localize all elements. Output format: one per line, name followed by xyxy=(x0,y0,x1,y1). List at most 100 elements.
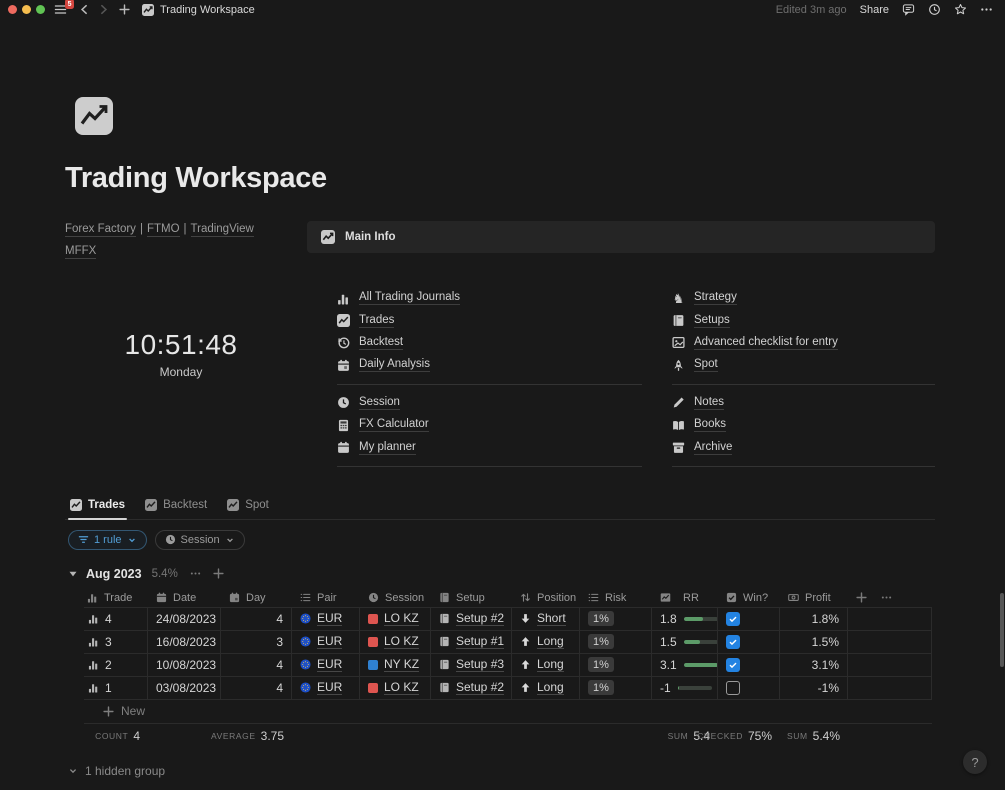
cell-session[interactable]: NY KZ xyxy=(360,653,431,676)
nav-link-notes[interactable]: Notes xyxy=(672,392,935,414)
cell-risk[interactable]: 1% xyxy=(580,607,652,630)
table-row[interactable]: 1 03/08/2023 4 EUR LO KZ Setup #2 Long 1… xyxy=(84,676,932,700)
add-row-button[interactable]: New xyxy=(84,700,932,724)
cell-day[interactable]: 4 xyxy=(221,653,292,676)
sidebar-toggle-button[interactable]: 5 xyxy=(54,0,74,16)
link-forex-factory[interactable]: Forex Factory xyxy=(65,223,136,237)
rule-filter-chip[interactable]: 1 rule xyxy=(68,529,147,550)
share-button[interactable]: Share xyxy=(859,3,889,16)
close-window-button[interactable] xyxy=(8,5,17,14)
cell-win[interactable] xyxy=(718,653,780,676)
page-icon[interactable] xyxy=(75,97,113,135)
cell-session[interactable]: LO KZ xyxy=(360,630,431,653)
table-row[interactable]: 2 10/08/2023 4 EUR NY KZ Setup #3 Long 1… xyxy=(84,653,932,677)
zoom-window-button[interactable] xyxy=(36,5,45,14)
cell-profit[interactable]: 3.1% xyxy=(780,653,848,676)
nav-link-setups[interactable]: Setups xyxy=(672,309,935,331)
tab-backtest[interactable]: Backtest xyxy=(145,498,207,519)
win-checkbox[interactable] xyxy=(726,611,740,626)
table-row[interactable]: 4 24/08/2023 4 EUR LO KZ Setup #2 Short … xyxy=(84,607,932,631)
back-button[interactable] xyxy=(79,4,90,15)
tab-trades[interactable]: Trades xyxy=(67,498,128,520)
session-filter-chip[interactable]: Session xyxy=(154,529,245,550)
tab-spot[interactable]: Spot xyxy=(227,498,269,519)
cell-day[interactable]: 4 xyxy=(221,607,292,630)
cell-date[interactable]: 16/08/2023 xyxy=(148,630,221,653)
column-header-profit[interactable]: Profit xyxy=(780,589,848,607)
group-options-button[interactable] xyxy=(190,568,201,579)
nav-link-backtest[interactable]: Backtest xyxy=(337,332,642,354)
nav-link-strategy[interactable]: ♞ Strategy xyxy=(672,290,737,306)
cell-rr[interactable]: -1 xyxy=(652,676,718,699)
cell-rr[interactable]: 3.1 xyxy=(652,653,718,676)
cell-position[interactable]: Short xyxy=(512,607,580,630)
nav-link-archive[interactable]: Archive xyxy=(672,436,935,458)
table-row[interactable]: 3 16/08/2023 3 EUR LO KZ Setup #1 Long 1… xyxy=(84,630,932,654)
cell-day[interactable]: 3 xyxy=(221,630,292,653)
link-tradingview[interactable]: TradingView xyxy=(190,223,254,237)
column-header-trade[interactable]: Trade xyxy=(84,589,148,607)
win-checkbox[interactable] xyxy=(726,680,740,695)
cell-pair[interactable]: EUR xyxy=(292,607,360,630)
column-header-session[interactable]: Session xyxy=(360,589,431,607)
win-checkbox[interactable] xyxy=(726,657,740,672)
nav-link-spot[interactable]: Spot xyxy=(672,354,935,376)
cell-position[interactable]: Long xyxy=(512,653,580,676)
more-options-button[interactable] xyxy=(980,3,993,16)
collapse-group-button[interactable] xyxy=(68,569,78,579)
column-header-win[interactable]: Win? xyxy=(718,589,780,607)
cell-setup[interactable]: Setup #2 xyxy=(431,676,512,699)
summary-count[interactable]: COUNT 4 xyxy=(95,728,140,743)
cell-win[interactable] xyxy=(718,607,780,630)
nav-link-fx-calculator[interactable]: FX Calculator xyxy=(337,414,642,436)
column-header-pair[interactable]: Pair xyxy=(292,589,360,607)
cell-risk[interactable]: 1% xyxy=(580,630,652,653)
cell-position[interactable]: Long xyxy=(512,676,580,699)
summary-average[interactable]: AVERAGE 3.75 xyxy=(210,728,284,743)
cell-date[interactable]: 10/08/2023 xyxy=(148,653,221,676)
cell-rr[interactable]: 1.8 xyxy=(652,607,718,630)
summary-rr-sum[interactable]: SUM 5.4 xyxy=(667,728,710,743)
cell-profit[interactable]: 1.5% xyxy=(780,630,848,653)
vertical-scrollbar-thumb[interactable] xyxy=(1000,593,1004,667)
nav-link-advanced-checklist[interactable]: Advanced checklist for entry xyxy=(672,332,935,354)
cell-trade[interactable]: 4 xyxy=(84,607,148,630)
column-header-date[interactable]: Date xyxy=(148,589,221,607)
cell-profit[interactable]: -1% xyxy=(780,676,848,699)
breadcrumb[interactable]: Trading Workspace xyxy=(142,3,255,16)
cell-rr[interactable]: 1.5 xyxy=(652,630,718,653)
forward-button[interactable] xyxy=(98,4,109,15)
cell-date[interactable]: 24/08/2023 xyxy=(148,607,221,630)
group-aggregate[interactable]: 5.4% xyxy=(151,567,178,580)
nav-link-my-planner[interactable]: My planner xyxy=(337,436,642,458)
cell-pair[interactable]: EUR xyxy=(292,676,360,699)
favorite-button[interactable] xyxy=(954,3,967,16)
comments-button[interactable] xyxy=(902,3,915,16)
cell-date[interactable]: 03/08/2023 xyxy=(148,676,221,699)
cell-session[interactable]: LO KZ xyxy=(360,676,431,699)
column-header-day[interactable]: Day xyxy=(221,589,292,607)
column-header-risk[interactable]: Risk xyxy=(580,589,652,607)
main-info-callout[interactable]: Main Info xyxy=(307,221,935,253)
column-header-position[interactable]: Position xyxy=(512,589,580,607)
cell-win[interactable] xyxy=(718,676,780,699)
cell-position[interactable]: Long xyxy=(512,630,580,653)
win-checkbox[interactable] xyxy=(726,634,740,649)
cell-trade[interactable]: 2 xyxy=(84,653,148,676)
nav-link-session[interactable]: Session xyxy=(337,392,642,414)
link-ftmo[interactable]: FTMO xyxy=(146,223,180,237)
nav-link-trades[interactable]: Trades xyxy=(337,309,642,331)
hidden-group-toggle[interactable]: 1 hidden group xyxy=(65,764,935,778)
cell-profit[interactable]: 1.8% xyxy=(780,607,848,630)
cell-session[interactable]: LO KZ xyxy=(360,607,431,630)
help-button[interactable]: ? xyxy=(963,750,987,774)
cell-win[interactable] xyxy=(718,630,780,653)
cell-setup[interactable]: Setup #2 xyxy=(431,607,512,630)
cell-risk[interactable]: 1% xyxy=(580,676,652,699)
new-page-button[interactable] xyxy=(119,4,130,15)
column-options-button[interactable] xyxy=(881,592,892,603)
history-button[interactable] xyxy=(928,3,941,16)
add-column-button[interactable] xyxy=(856,592,867,603)
nav-link-daily-analysis[interactable]: Daily Analysis xyxy=(337,354,642,376)
group-add-row-button[interactable] xyxy=(213,568,224,579)
